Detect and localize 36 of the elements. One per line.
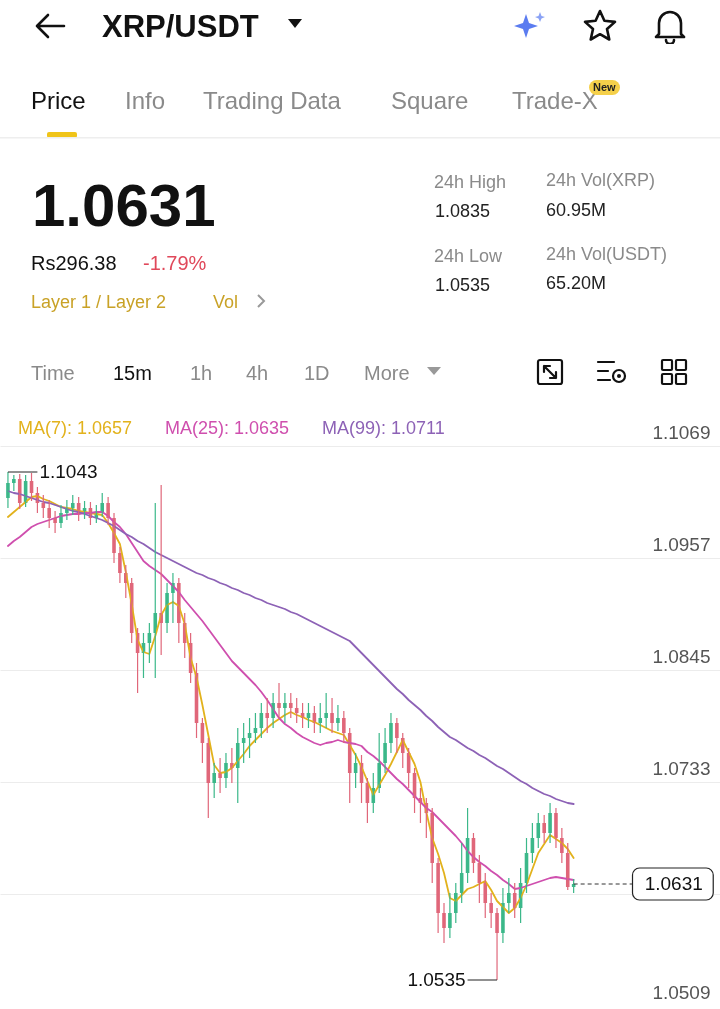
text: 1h (190, 362, 213, 384)
text: Layer 1 / Layer 2 (31, 292, 167, 312)
text: -1.79% (143, 252, 207, 274)
text: 1.0835 (435, 201, 491, 221)
text: MA(25): 1.0635 (165, 418, 290, 438)
text: Info (125, 87, 166, 114)
text: More (364, 362, 410, 384)
text: 24h High (434, 172, 507, 192)
text: Vol (213, 292, 239, 312)
text: Price (31, 87, 86, 114)
text: 4h (246, 362, 269, 384)
ref-line-label: 1.0631 (644, 873, 703, 894)
text: 65.20M (546, 273, 607, 293)
y-tick-label: 1.0733 (652, 757, 711, 779)
text: New (589, 80, 620, 95)
y-tick-label: 1.0509 (652, 981, 711, 1003)
text: Time (31, 362, 75, 384)
text: 15m (113, 362, 152, 384)
annotation: 1.1043 (39, 461, 98, 482)
text: 24h Low (434, 246, 503, 266)
text: Rs296.38 (31, 252, 117, 274)
y-tick-label: 1.0957 (652, 533, 711, 555)
text: 1.0631 (32, 172, 216, 239)
y-tick-label: 1.0845 (652, 645, 711, 667)
text: 24h Vol(XRP) (546, 170, 656, 190)
text: Trading Data (203, 87, 341, 114)
y-tick-label: 1.1069 (652, 421, 711, 443)
annotation: 1.0535 (407, 969, 466, 990)
text: Square (391, 87, 469, 114)
text: 1.0535 (435, 275, 491, 295)
text: 60.95M (546, 200, 607, 220)
text: 1D (304, 362, 330, 384)
text: MA(99): 1.0711 (322, 418, 445, 438)
chart-title: XRP/USDT (102, 9, 259, 44)
text: MA(7): 1.0657 (18, 418, 133, 438)
text: 24h Vol(USDT) (546, 244, 668, 264)
